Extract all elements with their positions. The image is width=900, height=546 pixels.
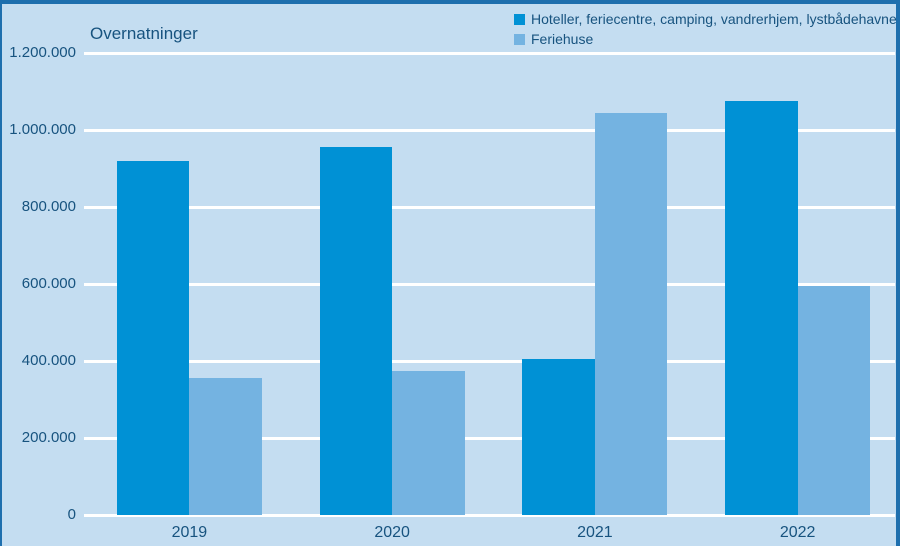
gridline	[84, 359, 895, 363]
legend-label: Feriehuse	[531, 31, 594, 47]
legend-swatch-light-icon	[514, 34, 525, 45]
y-axis-tick-label: 800.000	[21, 198, 76, 215]
x-axis-tick-label: 2019	[171, 524, 208, 541]
y-axis-tick-label: 1.000.000	[9, 121, 76, 138]
bar-2022-feriehuse	[797, 285, 871, 515]
gridline	[84, 436, 895, 440]
legend-item-feriehuse: Feriehuse	[514, 31, 897, 48]
y-axis-tick-label: 400.000	[21, 352, 76, 369]
bar-2019-hoteller	[116, 160, 190, 515]
bar-2022-hoteller	[725, 101, 798, 515]
y-axis-tick-label: 200.000	[21, 429, 76, 446]
gridline	[84, 51, 895, 55]
gridline	[84, 282, 895, 286]
bar-2021-hoteller	[522, 359, 595, 515]
chart-title: Overnatninger	[90, 24, 198, 43]
plot-area	[84, 51, 895, 517]
bar-2020-feriehuse	[392, 370, 465, 515]
bar-2020-hoteller	[319, 147, 393, 515]
legend: Hoteller, feriecentre, camping, vandrerh…	[514, 11, 897, 48]
y-axis-tick-label: 1.200.000	[9, 44, 76, 61]
gridline	[84, 205, 895, 209]
y-axis-tick-label: 0	[67, 506, 76, 523]
legend-swatch-dark-icon	[514, 14, 525, 25]
gridline	[84, 128, 895, 132]
legend-item-hoteller: Hoteller, feriecentre, camping, vandrerh…	[514, 11, 897, 28]
x-axis-tick-label: 2022	[779, 524, 816, 541]
bar-2019-feriehuse	[189, 378, 262, 515]
bar-2021-feriehuse	[594, 112, 668, 515]
legend-label: Hoteller, feriecentre, camping, vandrerh…	[531, 11, 897, 27]
x-axis-tick-label: 2021	[577, 524, 613, 541]
x-axis-tick-label: 2020	[374, 524, 410, 541]
gridline	[84, 513, 895, 517]
y-axis-tick-label: 600.000	[21, 275, 76, 292]
